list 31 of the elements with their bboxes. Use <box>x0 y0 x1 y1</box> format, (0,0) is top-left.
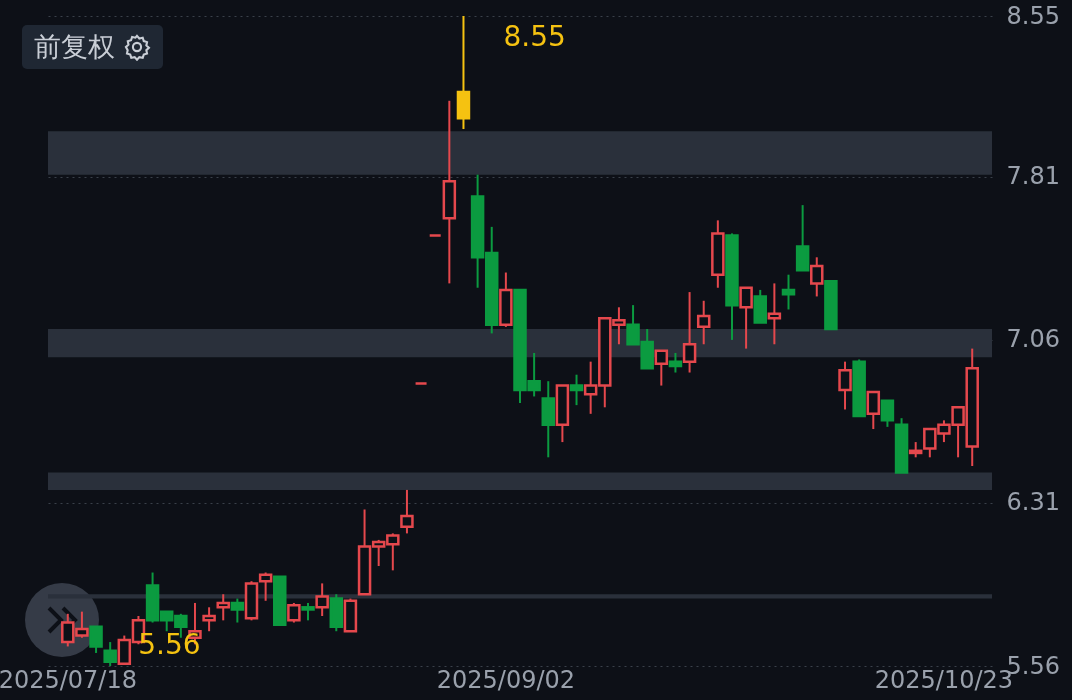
candlestick <box>230 597 245 624</box>
y-tick-label: 6.31 <box>1006 488 1060 517</box>
candlestick <box>668 351 683 374</box>
candlestick <box>400 488 414 535</box>
candlestick <box>696 299 711 346</box>
y-tick-label: 7.06 <box>1006 325 1060 354</box>
annotation: 前复权 <box>34 30 115 64</box>
candlestick <box>654 349 669 387</box>
candlestick <box>866 390 881 431</box>
candlestick <box>216 593 230 622</box>
y-tick-label: 7.81 <box>1006 162 1060 191</box>
candlestick <box>682 291 697 374</box>
x-tick-label: 2025/07/18 <box>0 665 137 694</box>
candlestick <box>569 373 584 407</box>
candlestick <box>89 625 103 654</box>
candlestick <box>287 601 301 624</box>
annotation: 8.55 <box>503 20 566 53</box>
candlestick <box>739 286 753 350</box>
candlestick <box>103 641 117 667</box>
y-tick-label: 8.55 <box>1006 1 1060 30</box>
x-tick-label: 2025/09/02 <box>436 665 576 694</box>
annotation: 5.56 <box>138 628 201 661</box>
candlestick <box>781 273 796 311</box>
candlestick <box>880 399 895 428</box>
candlestick <box>315 582 329 617</box>
candlestick <box>795 204 810 272</box>
candlestick <box>767 282 782 346</box>
candlestick <box>810 256 824 298</box>
candlestick <box>258 571 273 602</box>
candlestick <box>202 606 216 633</box>
candlestick <box>838 360 852 411</box>
